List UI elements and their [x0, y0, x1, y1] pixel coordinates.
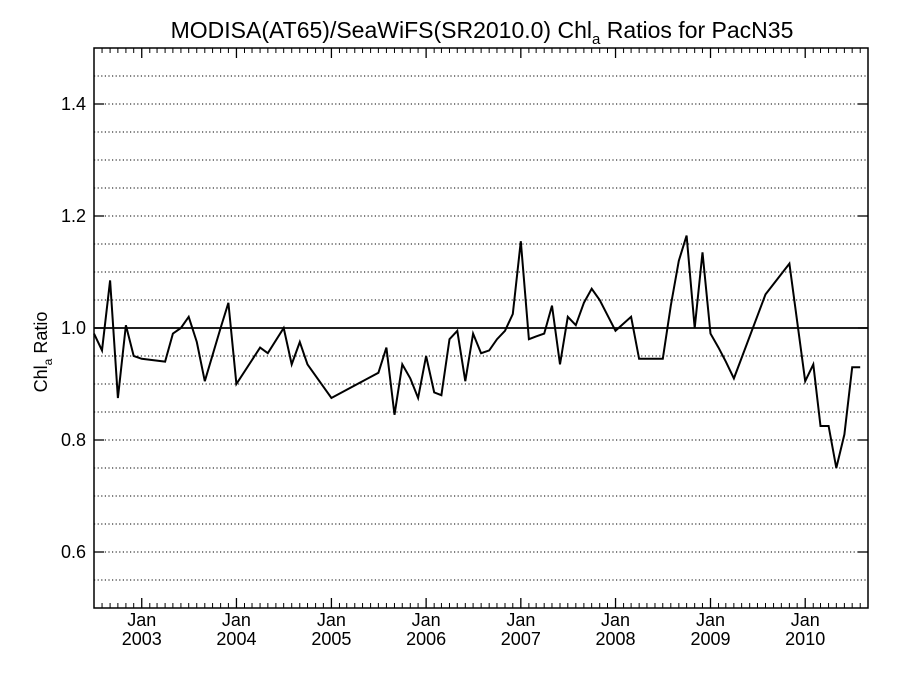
series-group: [93, 235, 861, 469]
y-tick-label-4: 1.4: [61, 94, 86, 114]
grid-lines: [94, 75, 868, 581]
y-tick-label-1: 0.8: [61, 430, 86, 450]
x-tick-month-6: Jan: [696, 610, 725, 630]
x-tick-year-6: 2009: [690, 629, 730, 649]
y-tick-label-2: 1.0: [61, 318, 86, 338]
x-tick-month-3: Jan: [412, 610, 441, 630]
x-tick-month-2: Jan: [317, 610, 346, 630]
chart-title-tail: Ratios for PacN35: [600, 17, 793, 43]
series-line-0: [93, 235, 861, 469]
x-tick-year-2: 2005: [311, 629, 351, 649]
x-tick-year-0: 2003: [122, 629, 162, 649]
chart-title-subscript: a: [592, 31, 601, 48]
y-axis-label-subscript: a: [41, 358, 55, 365]
x-tick-year-7: 2010: [785, 629, 825, 649]
y-axis-label-main: Chl: [31, 365, 51, 392]
x-tick-month-1: Jan: [222, 610, 251, 630]
x-axis: Jan2003Jan2004Jan2005Jan2006Jan2007Jan20…: [93, 48, 861, 649]
chart-title-main: MODISA(AT65)/SeaWiFS(SR2010.0) Chl: [171, 17, 592, 43]
x-tick-month-4: Jan: [506, 610, 535, 630]
x-tick-year-3: 2006: [406, 629, 446, 649]
x-tick-month-7: Jan: [791, 610, 820, 630]
y-axis-label-tail: Ratio: [31, 312, 51, 359]
y-tick-label-0: 0.6: [61, 542, 86, 562]
chart-title: MODISA(AT65)/SeaWiFS(SR2010.0) Chla Rati…: [171, 17, 794, 48]
x-tick-year-1: 2004: [216, 629, 256, 649]
x-tick-year-5: 2008: [596, 629, 636, 649]
x-tick-year-4: 2007: [501, 629, 541, 649]
y-axis-label: Chla Ratio: [31, 312, 55, 393]
x-tick-month-5: Jan: [601, 610, 630, 630]
x-tick-month-0: Jan: [127, 610, 156, 630]
y-axis: 0.6 0.8 1.0 1.2 1.4: [61, 94, 868, 562]
y-tick-label-3: 1.2: [61, 206, 86, 226]
